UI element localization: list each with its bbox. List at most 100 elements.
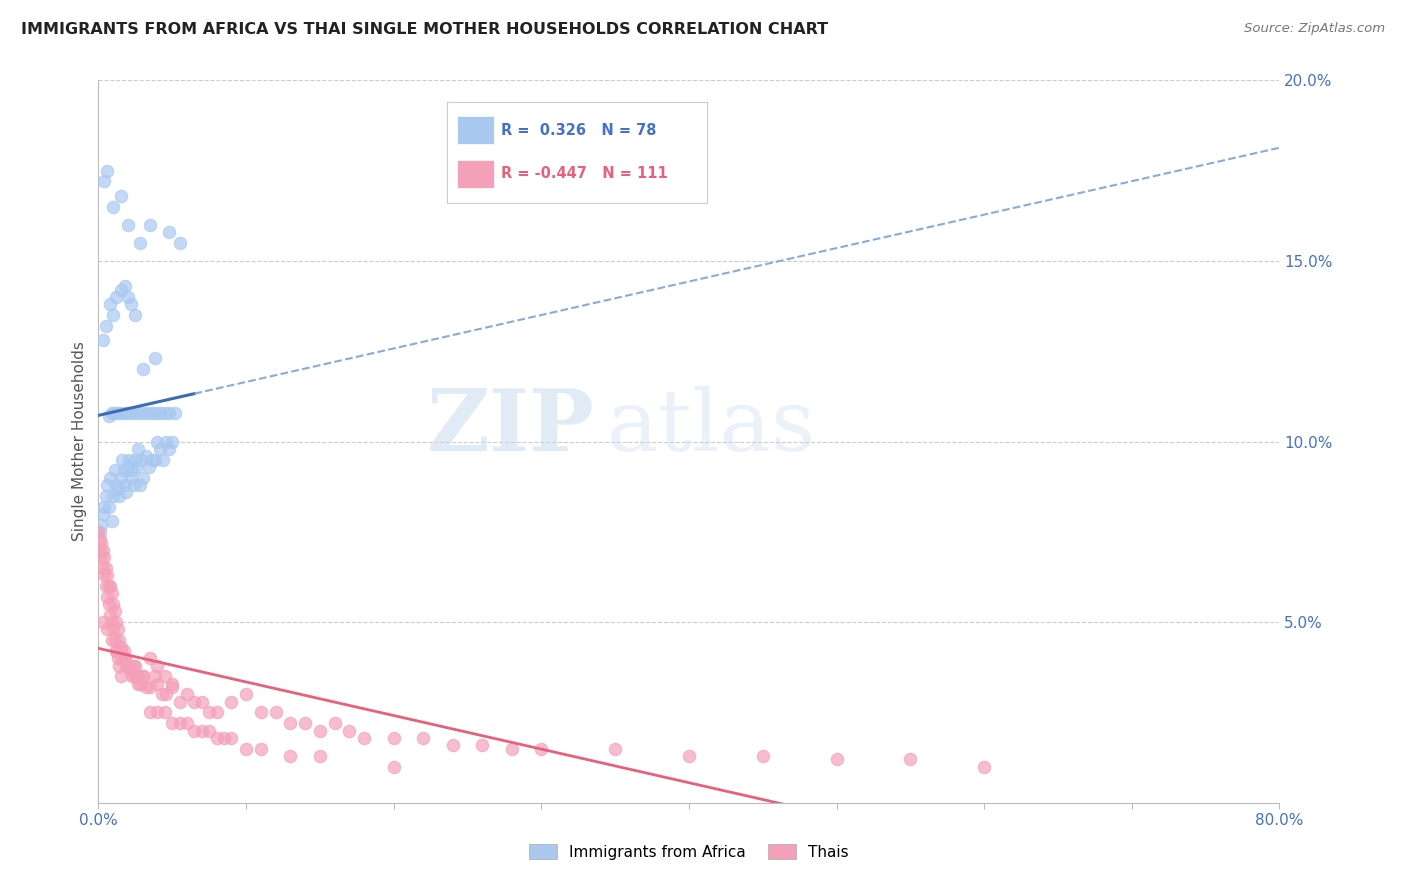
Point bbox=[183, 695, 205, 709]
Point bbox=[127, 676, 149, 690]
Point bbox=[143, 669, 166, 683]
Point bbox=[96, 623, 118, 637]
Point bbox=[128, 235, 150, 250]
Text: Source: ZipAtlas.com: Source: ZipAtlas.com bbox=[1244, 22, 1385, 36]
Point bbox=[91, 542, 114, 557]
Point bbox=[89, 524, 111, 539]
Point bbox=[105, 644, 128, 658]
Point bbox=[93, 500, 115, 514]
Point bbox=[103, 623, 125, 637]
Point bbox=[132, 471, 155, 485]
Point bbox=[136, 406, 159, 420]
Point bbox=[153, 669, 176, 683]
Point bbox=[118, 658, 141, 673]
Point bbox=[169, 235, 191, 250]
Point bbox=[94, 579, 117, 593]
Point bbox=[107, 623, 129, 637]
Point bbox=[135, 449, 157, 463]
Text: ZIP: ZIP bbox=[426, 385, 595, 469]
Point bbox=[121, 669, 143, 683]
Point bbox=[105, 615, 128, 630]
Point bbox=[110, 189, 132, 203]
Point bbox=[112, 644, 135, 658]
Point bbox=[183, 723, 205, 738]
Point bbox=[100, 406, 122, 420]
Point bbox=[90, 517, 112, 532]
Point bbox=[98, 297, 121, 311]
Point bbox=[89, 532, 111, 546]
Point bbox=[143, 452, 166, 467]
Point bbox=[155, 434, 177, 449]
Point bbox=[117, 218, 139, 232]
Point bbox=[973, 760, 995, 774]
Point bbox=[530, 741, 553, 756]
Point bbox=[146, 706, 169, 720]
Point bbox=[825, 752, 848, 766]
Point bbox=[125, 459, 148, 474]
Point bbox=[104, 604, 127, 618]
Point bbox=[110, 471, 132, 485]
Point bbox=[153, 706, 176, 720]
Point bbox=[108, 658, 131, 673]
Point bbox=[162, 716, 183, 731]
Point bbox=[205, 731, 228, 745]
Point bbox=[122, 406, 145, 420]
Point bbox=[146, 676, 169, 690]
Point bbox=[139, 680, 162, 694]
Point bbox=[103, 489, 125, 503]
Point bbox=[221, 695, 243, 709]
Point bbox=[104, 406, 127, 420]
Point bbox=[96, 568, 118, 582]
Point bbox=[141, 452, 163, 467]
Point bbox=[115, 658, 138, 673]
Point bbox=[91, 334, 114, 348]
Point bbox=[94, 561, 117, 575]
Point bbox=[110, 669, 132, 683]
Point bbox=[264, 706, 287, 720]
Point bbox=[104, 463, 127, 477]
Point bbox=[471, 738, 494, 752]
Point bbox=[97, 579, 120, 593]
Point bbox=[111, 651, 134, 665]
Point bbox=[89, 542, 111, 557]
Point bbox=[250, 706, 273, 720]
Point bbox=[98, 579, 121, 593]
Point bbox=[412, 731, 434, 745]
Point bbox=[91, 561, 114, 575]
Point bbox=[87, 524, 110, 539]
Point bbox=[152, 452, 174, 467]
Point bbox=[107, 482, 129, 496]
Point bbox=[103, 597, 125, 611]
Point bbox=[107, 406, 129, 420]
Point bbox=[114, 651, 136, 665]
Point bbox=[103, 308, 125, 322]
Point bbox=[191, 695, 214, 709]
Point bbox=[294, 716, 316, 731]
Point bbox=[132, 669, 155, 683]
Point bbox=[309, 748, 332, 763]
Point bbox=[212, 731, 235, 745]
Point bbox=[124, 658, 146, 673]
Point bbox=[93, 568, 115, 582]
Point bbox=[139, 651, 162, 665]
Point bbox=[104, 633, 127, 648]
Point bbox=[120, 297, 142, 311]
Point bbox=[235, 687, 257, 701]
Y-axis label: Single Mother Households: Single Mother Households bbox=[72, 342, 87, 541]
Point bbox=[501, 741, 523, 756]
Point bbox=[339, 723, 361, 738]
Point bbox=[169, 716, 191, 731]
Point bbox=[114, 478, 136, 492]
Point bbox=[93, 174, 115, 188]
Point bbox=[132, 362, 155, 376]
Point bbox=[149, 442, 172, 456]
Point bbox=[90, 550, 112, 565]
Point bbox=[105, 478, 128, 492]
Point bbox=[128, 478, 150, 492]
Point bbox=[100, 586, 122, 600]
Point bbox=[138, 459, 160, 474]
Point bbox=[96, 478, 118, 492]
Point bbox=[117, 459, 139, 474]
Point bbox=[100, 615, 122, 630]
Point bbox=[96, 163, 118, 178]
